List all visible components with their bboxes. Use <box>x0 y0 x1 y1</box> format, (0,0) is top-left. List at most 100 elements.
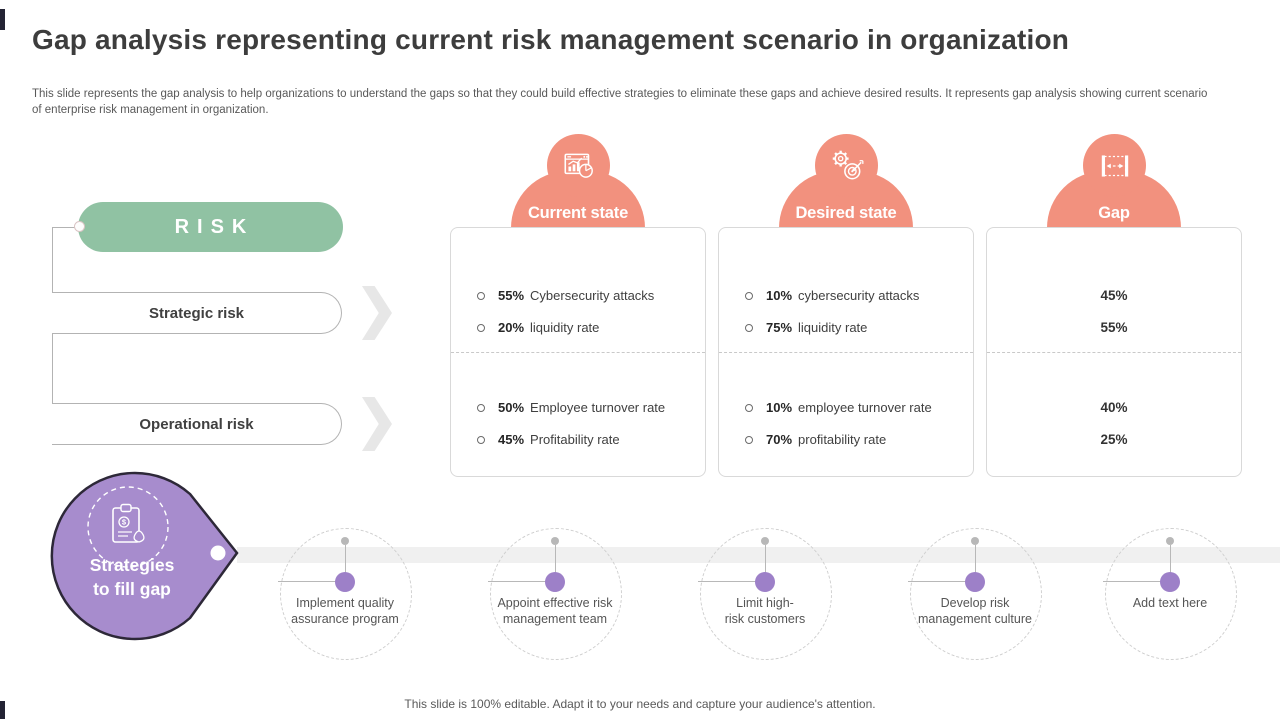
milestone-label-line1: Add text here <box>1132 596 1208 610</box>
risk-row-strategic[interactable]: Strategic risk <box>52 292 342 334</box>
milestone-top-dot <box>1166 537 1174 545</box>
gap-value: 40% <box>1100 400 1128 415</box>
bullet-icon <box>477 403 485 412</box>
milestone-hline <box>908 581 969 582</box>
milestone-circle[interactable] <box>1105 528 1237 660</box>
item-text: Employee turnover rate <box>530 400 666 415</box>
gap-title: Gap <box>1098 204 1130 222</box>
milestone-label-line1: Limit high- <box>736 596 794 610</box>
bullet-icon <box>745 291 753 300</box>
desired-state-card[interactable]: 10% cybersecurity attacks 75% liquidity … <box>718 227 974 477</box>
strategies-label-line2: to fill gap <box>93 579 171 599</box>
item-value: 10% <box>766 400 793 415</box>
item-value: 55% <box>498 288 525 303</box>
list-item: 10% employee turnover rate <box>745 400 932 415</box>
milestone-vline <box>765 545 766 573</box>
chevron-right-icon <box>362 397 392 451</box>
list-item: 20% liquidity rate <box>477 320 599 335</box>
item-text: cybersecurity attacks <box>798 288 920 303</box>
connector-dot <box>74 221 85 232</box>
item-text: Profitability rate <box>530 432 620 447</box>
bullet-icon <box>745 435 753 444</box>
list-item: 75% liquidity rate <box>745 320 867 335</box>
milestone-top-dot <box>341 537 349 545</box>
milestone-circle[interactable] <box>910 528 1042 660</box>
gap-value: 45% <box>1100 288 1128 303</box>
milestone-hline <box>698 581 759 582</box>
risk-connector-vline <box>52 227 53 445</box>
page-title: Gap analysis representing current risk m… <box>32 24 1070 55</box>
list-item: 10% cybersecurity attacks <box>745 288 919 303</box>
gap-badge <box>1083 134 1146 197</box>
item-text: liquidity rate <box>530 320 600 335</box>
bullet-icon <box>745 403 753 412</box>
milestone-circle[interactable] <box>490 528 622 660</box>
milestone-vline <box>345 545 346 573</box>
item-text: liquidity rate <box>798 320 868 335</box>
risk-row-strategic-label: Strategic risk <box>148 304 245 322</box>
svg-text:$: $ <box>122 518 127 527</box>
card-divider <box>451 352 705 353</box>
strategies-label: Strategies to fill gap <box>58 553 206 601</box>
milestone-hline <box>488 581 549 582</box>
analytics-chart-icon <box>563 153 593 178</box>
bullet-icon <box>477 435 485 444</box>
milestone-hline <box>278 581 339 582</box>
list-item: 50% Employee turnover rate <box>477 400 665 415</box>
item-value: 45% <box>498 432 525 447</box>
item-text: profitability rate <box>798 432 887 447</box>
risk-row-operational-label: Operational risk <box>139 415 254 433</box>
gap-value: 55% <box>1100 320 1128 335</box>
card-divider <box>987 352 1241 353</box>
item-value: 20% <box>498 320 525 335</box>
strategies-teardrop[interactable]: $ <box>40 465 245 650</box>
milestone-label: Add text here <box>1090 595 1250 611</box>
milestone-label: Implement quality assurance program <box>265 595 425 627</box>
milestone-dot <box>335 572 355 592</box>
risk-row-operational[interactable]: Operational risk <box>52 403 342 445</box>
milestone-label: Limit high- risk customers <box>685 595 845 627</box>
list-item: 55% Cybersecurity attacks <box>477 288 654 303</box>
current-state-title: Current state <box>527 204 629 222</box>
milestone-label-line1: Implement quality <box>296 596 394 610</box>
gap-value: 25% <box>1100 432 1128 447</box>
milestone-vline <box>555 545 556 573</box>
risk-header-label: RISK <box>174 215 255 238</box>
milestone-label-line2: assurance program <box>291 612 399 626</box>
current-state-badge <box>547 134 610 197</box>
milestone-label-line2: management team <box>502 612 608 626</box>
list-item: 70% profitability rate <box>745 432 886 447</box>
milestone-vline <box>975 545 976 573</box>
milestone-circle[interactable] <box>280 528 412 660</box>
milestone-vline <box>1170 545 1171 573</box>
gap-card[interactable]: 45% 55% 40% 25% <box>986 227 1242 477</box>
item-value: 70% <box>766 432 793 447</box>
item-value: 10% <box>766 288 793 303</box>
slide-edge-mark-top <box>0 9 5 30</box>
milestone-circle[interactable] <box>700 528 832 660</box>
milestone-hline <box>1103 581 1164 582</box>
gear-target-icon <box>832 150 863 179</box>
milestone-top-dot <box>971 537 979 545</box>
card-divider <box>719 352 973 353</box>
footer-note: This slide is 100% editable. Adapt it to… <box>404 697 876 711</box>
bullet-icon <box>477 323 485 332</box>
budget-clipboard-icon: $ <box>112 503 145 543</box>
risk-header-pill[interactable]: RISK <box>78 202 343 252</box>
chevron-right-icon <box>362 286 392 340</box>
milestone-dot <box>545 572 565 592</box>
slide-description: This slide represents the gap analysis t… <box>32 88 1208 117</box>
desired-state-badge <box>815 134 878 197</box>
milestone-label-line1: Appoint effective risk <box>497 596 613 610</box>
bullet-icon <box>745 323 753 332</box>
milestone-top-dot <box>761 537 769 545</box>
slide-edge-mark-bottom <box>0 701 5 719</box>
item-text: employee turnover rate <box>798 400 932 415</box>
bullet-icon <box>477 291 485 300</box>
milestone-label: Develop risk management culture <box>895 595 1055 627</box>
milestone-label-line1: Develop risk <box>940 596 1010 610</box>
milestone-label: Appoint effective risk management team <box>475 595 635 627</box>
current-state-card[interactable]: 55% Cybersecurity attacks 20% liquidity … <box>450 227 706 477</box>
milestone-dot <box>1160 572 1180 592</box>
